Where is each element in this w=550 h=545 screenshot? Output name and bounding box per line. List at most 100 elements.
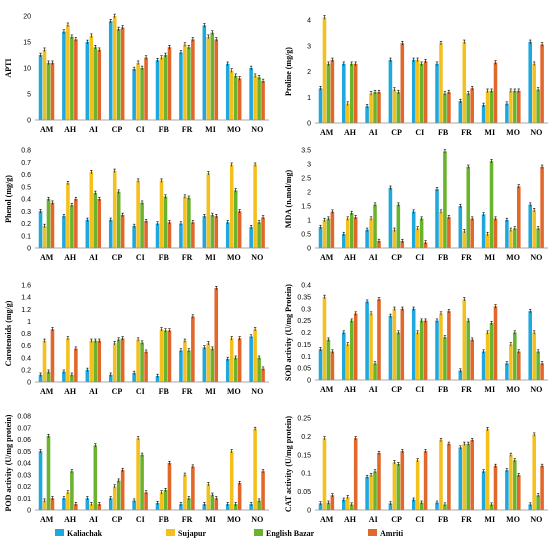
bar-sujapur [89, 504, 94, 511]
bar-sujapur [439, 440, 443, 510]
bar-english-bazar [326, 339, 331, 381]
bar-english-bazar [513, 460, 517, 510]
bar-english-bazar [70, 205, 74, 249]
y-tick-label: 1.5 [301, 204, 311, 211]
bar-english-bazar [419, 218, 424, 248]
bar-sujapur [462, 299, 467, 380]
bar-english-bazar [536, 89, 540, 123]
bar-amriti [50, 329, 55, 382]
bar-kaliachak [505, 363, 509, 381]
bar-english-bazar [536, 351, 540, 380]
bar-sujapur [532, 434, 536, 510]
bar-sujapur [392, 229, 397, 248]
bar-amriti [97, 49, 102, 120]
x-category-label: MO [506, 385, 520, 394]
bar-sujapur [485, 234, 490, 248]
bar-kaliachak [365, 106, 369, 123]
y-tick-label: 2.5 [301, 176, 311, 183]
bar-english-bazar [163, 55, 168, 120]
bar-english-bazar [210, 32, 215, 120]
bar-english-bazar [187, 47, 191, 121]
bar-english-bazar [210, 214, 215, 248]
bar-kaliachak [481, 471, 486, 510]
x-category-label: AI [369, 253, 378, 262]
bar-kaliachak [528, 41, 532, 123]
bar-sujapur [462, 443, 467, 510]
y-axis-title: Phenol (mg/g) [4, 175, 13, 223]
y-tick-label: 1.4 [21, 295, 31, 302]
chart-panel-1: 0 5 10 15 20 APTI AM AH AI CP CI FB FR MI MO NO [4, 14, 269, 134]
bar-english-bazar [419, 320, 424, 381]
bar-kaliachak [85, 42, 90, 120]
y-tick-label: 0 [307, 508, 311, 515]
bar-english-bazar [187, 350, 191, 382]
x-category-label: MI [484, 253, 495, 262]
bar-amriti [353, 313, 358, 380]
bar-kaliachak [505, 470, 509, 510]
y-tick-label: 0.03 [17, 472, 31, 479]
x-category-label: AH [344, 385, 357, 394]
bar-sujapur [66, 492, 70, 511]
bar-amriti [400, 241, 405, 248]
bar-kaliachak [62, 31, 66, 121]
bar-amriti [74, 348, 78, 382]
x-category-label: MO [506, 128, 520, 137]
x-category-label: AI [89, 125, 98, 134]
y-tick-label: 0.25 [297, 416, 311, 423]
bar-amriti [540, 465, 544, 510]
bar-english-bazar [489, 504, 494, 510]
bar-sujapur [392, 308, 397, 380]
bar-kaliachak [62, 371, 66, 382]
bar-english-bazar [163, 196, 168, 248]
y-tick-label: 0 [27, 246, 31, 253]
bar-sujapur [206, 343, 211, 382]
y-tick-label: 0.4 [21, 355, 31, 362]
y-tick-label: 0.05 [297, 489, 311, 496]
bar-sujapur [136, 438, 140, 510]
bar-english-bazar [70, 374, 74, 382]
bar-amriti [261, 81, 265, 120]
bar-amriti [261, 368, 265, 382]
x-category-label: MO [227, 253, 241, 262]
bar-sujapur [322, 296, 327, 381]
bar-sujapur [439, 313, 443, 380]
bar-sujapur [392, 89, 397, 123]
bar-sujapur [509, 90, 513, 123]
y-tick-label: 0.8 [21, 331, 31, 338]
bar-kaliachak [155, 223, 160, 248]
bar-kaliachak [179, 223, 183, 248]
bar-amriti [353, 217, 358, 248]
bar-amriti [97, 199, 102, 248]
bar-amriti [423, 242, 428, 248]
x-category-label: FB [438, 128, 449, 137]
bar-sujapur [159, 329, 164, 382]
y-tick-label: 0.3 [21, 209, 31, 216]
bar-english-bazar [187, 498, 191, 510]
bar-amriti [97, 504, 102, 511]
bar-sujapur [159, 492, 164, 511]
x-category-label: CP [112, 253, 123, 262]
bar-amriti [447, 443, 451, 510]
x-category-label: MO [506, 515, 520, 524]
x-category-label: CP [391, 128, 402, 137]
bar-sujapur [415, 332, 420, 380]
bar-sujapur [415, 59, 420, 123]
x-category-label: FB [159, 515, 170, 524]
bar-sujapur [229, 164, 234, 248]
y-tick-label: 0.5 [21, 184, 31, 191]
bar-amriti [540, 166, 544, 248]
bar-sujapur [66, 183, 70, 248]
bar-kaliachak [481, 351, 486, 380]
y-tick-label: 0.2 [21, 367, 31, 374]
bar-kaliachak [108, 219, 113, 248]
bar-english-bazar [443, 93, 447, 123]
x-category-label: FR [182, 253, 193, 262]
x-category-label: AM [40, 125, 54, 134]
bar-sujapur [369, 313, 373, 380]
bar-amriti [261, 217, 265, 249]
bar-kaliachak [481, 104, 486, 123]
bar-sujapur [229, 70, 234, 120]
bar-kaliachak [108, 21, 113, 121]
x-category-label: AI [369, 385, 378, 394]
y-tick-label: 0.2 [301, 330, 311, 337]
